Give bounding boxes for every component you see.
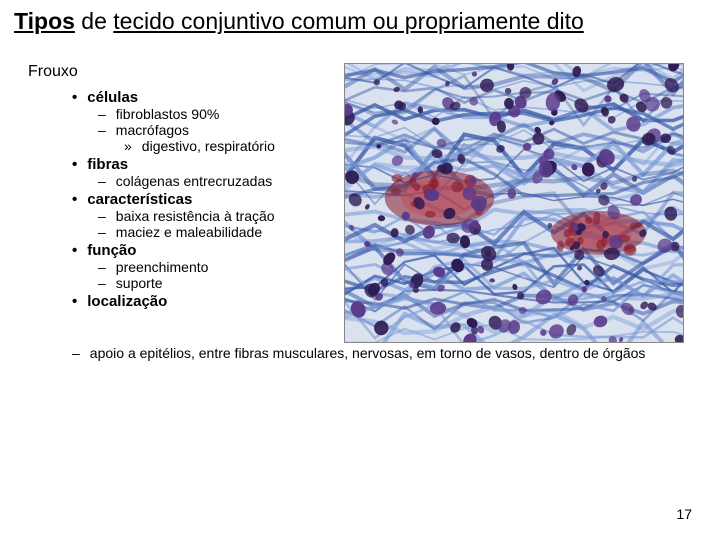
section-função: funçãopreenchimentosuporte — [72, 242, 344, 291]
section-localização: localização — [72, 293, 344, 310]
localization-text: apoio a epitélios, entre fibras muscular… — [90, 345, 646, 361]
item-text: macrófagos — [116, 122, 189, 138]
section-label: células — [87, 89, 138, 106]
item-text: baixa resistência à tração — [116, 208, 275, 224]
section-células: célulasfibroblastos 90%macrófagosdigesti… — [72, 89, 344, 154]
list-item: colágenas entrecruzadas — [98, 173, 344, 189]
subitem-text: digestivo, respiratório — [142, 138, 275, 154]
title-mid: de — [75, 8, 113, 34]
section-label: fibras — [87, 156, 128, 173]
item-text: colágenas entrecruzadas — [116, 173, 272, 189]
histology-image — [344, 63, 684, 343]
localization-detail: apoio a epitélios, entre fibras muscular… — [72, 345, 706, 361]
section-fibras: fibrascolágenas entrecruzadas — [72, 156, 344, 189]
list-item: baixa resistência à tração — [98, 208, 344, 224]
section-label: localização — [87, 293, 167, 310]
heading-label: Frouxo — [28, 63, 78, 80]
list-item: preenchimento — [98, 259, 344, 275]
list-item: fibroblastos 90% — [98, 106, 344, 122]
item-text: preenchimento — [116, 259, 209, 275]
list-subitem: digestivo, respiratório — [124, 138, 344, 154]
heading-frouxo: Frouxo célulasfibroblastos 90%macrófagos… — [28, 63, 344, 310]
list-item: suporte — [98, 275, 344, 291]
list-item: maciez e maleabilidade — [98, 224, 344, 240]
section-características: característicasbaixa resistência à traçã… — [72, 191, 344, 240]
page-number: 17 — [676, 506, 692, 522]
slide-title: Tipos de tecido conjuntivo comum ou prop… — [14, 8, 706, 35]
section-label: características — [87, 191, 192, 208]
title-bold: Tipos — [14, 8, 75, 34]
item-text: fibroblastos 90% — [116, 106, 220, 122]
list-item: macrófagosdigestivo, respiratório — [98, 122, 344, 154]
item-text: suporte — [116, 275, 163, 291]
title-tail: tecido conjuntivo comum ou propriamente … — [113, 8, 583, 34]
section-label: função — [87, 242, 136, 259]
item-text: maciez e maleabilidade — [116, 224, 262, 240]
